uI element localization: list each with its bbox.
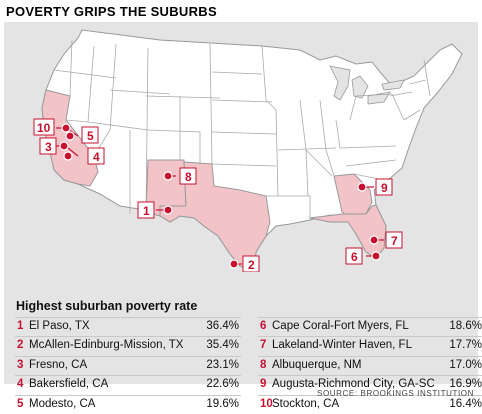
metro-name: El Paso, TX	[29, 320, 90, 332]
poverty-rate: 22.6%	[206, 378, 239, 391]
rank-number: 3	[17, 358, 24, 371]
rank-number: 8	[260, 358, 267, 371]
state-borders	[53, 39, 431, 220]
table-row: 5 Modesto, CA 19.6%	[15, 394, 241, 414]
poverty-rate: 23.1%	[206, 358, 239, 371]
map-label-10: 10	[37, 121, 51, 135]
poverty-rate: 18.6%	[449, 320, 482, 332]
rankings-column-left: 1 El Paso, TX 36.4% 2 McAllen-Edinburg-M…	[15, 317, 241, 414]
poverty-rate: 36.4%	[206, 320, 239, 332]
rank-number: 1	[17, 320, 24, 332]
rank-number: 9	[260, 378, 267, 391]
map-label-8: 8	[185, 170, 192, 184]
rank-label-boxes	[33, 118, 403, 272]
rankings-column-right: 6 Cape Coral-Fort Myers, FL 18.6% 7 Lake…	[258, 317, 482, 414]
map-panel: 10 5 3 4 1 2 8 9 7 6 Highest suburban po…	[4, 22, 482, 410]
map-label-9: 9	[381, 181, 388, 195]
table-row: 2 McAllen-Edinburg-Mission, TX 35.4%	[15, 336, 241, 355]
city-dot-cape-coral	[371, 251, 381, 261]
map-label-5: 5	[87, 129, 94, 143]
source-credit: SOURCE: BROOKINGS INSTITUTION	[317, 389, 474, 398]
poverty-rate: 17.7%	[449, 339, 482, 352]
city-dots	[59, 123, 381, 269]
city-dot-modesto	[65, 131, 75, 141]
map-label-4: 4	[93, 150, 100, 164]
city-dot-albuquerque	[163, 171, 173, 181]
table-row: 8 Albuquerque, NM 17.0%	[258, 355, 482, 375]
metro-name: Cape Coral-Fort Myers, FL	[272, 320, 409, 332]
city-dot-mcallen	[229, 259, 239, 269]
metro-name: Fresno, CA	[29, 358, 88, 371]
table-row: 4 Bakersfield, CA 22.6%	[15, 375, 241, 394]
map-label-6: 6	[351, 250, 358, 264]
city-dot-el-paso	[163, 205, 173, 215]
us-map: 10 5 3 4 1 2 8 9 7 6	[33, 29, 463, 272]
map-label-7: 7	[391, 234, 398, 248]
city-dot-stockton	[61, 123, 71, 133]
rank-number: 4	[17, 378, 24, 391]
state-florida	[309, 204, 387, 259]
table-row: 6 Cape Coral-Fort Myers, FL 18.6%	[258, 317, 482, 336]
poverty-rate: 17.0%	[449, 358, 482, 371]
rank-number: 7	[260, 339, 267, 352]
city-dot-lakeland	[369, 235, 379, 245]
rank-labels: 10 5 3 4 1 2 8 9 7 6	[37, 121, 398, 272]
metro-name: McAllen-Edinburg-Mission, TX	[29, 339, 184, 352]
poverty-rate: 16.4%	[449, 397, 482, 410]
metro-name: Augusta-Richmond City, GA-SC	[272, 378, 435, 391]
metro-name: Lakeland-Winter Haven, FL	[272, 339, 412, 352]
rank-number: 5	[17, 397, 24, 410]
table-row: 3 Fresno, CA 23.1%	[15, 355, 241, 375]
map-label-2: 2	[248, 258, 255, 272]
metro-name: Bakersfield, CA	[29, 378, 109, 391]
rank-number: 2	[17, 339, 24, 352]
map-label-1: 1	[143, 204, 150, 218]
table-row: 1 El Paso, TX 36.4%	[15, 317, 241, 336]
poverty-rate: 16.9%	[449, 378, 482, 391]
poverty-rate: 19.6%	[206, 397, 239, 410]
rank-number: 6	[260, 320, 267, 332]
rank-number: 10	[260, 397, 273, 410]
city-dot-bakersfield	[63, 151, 73, 161]
page-title: POVERTY GRIPS THE SUBURBS	[6, 4, 217, 19]
city-dot-augusta	[357, 182, 367, 192]
table-title: Highest suburban poverty rate	[16, 299, 198, 313]
table-row: 9 Augusta-Richmond City, GA-SC 16.9%	[258, 375, 482, 394]
metro-name: Stockton, CA	[272, 397, 340, 410]
metro-name: Albuquerque, NM	[272, 358, 362, 371]
poverty-rate: 35.4%	[206, 339, 239, 352]
city-dot-fresno	[59, 141, 69, 151]
table-row: 7 Lakeland-Winter Haven, FL 17.7%	[258, 336, 482, 355]
map-label-3: 3	[45, 140, 52, 154]
metro-name: Modesto, CA	[29, 397, 96, 410]
